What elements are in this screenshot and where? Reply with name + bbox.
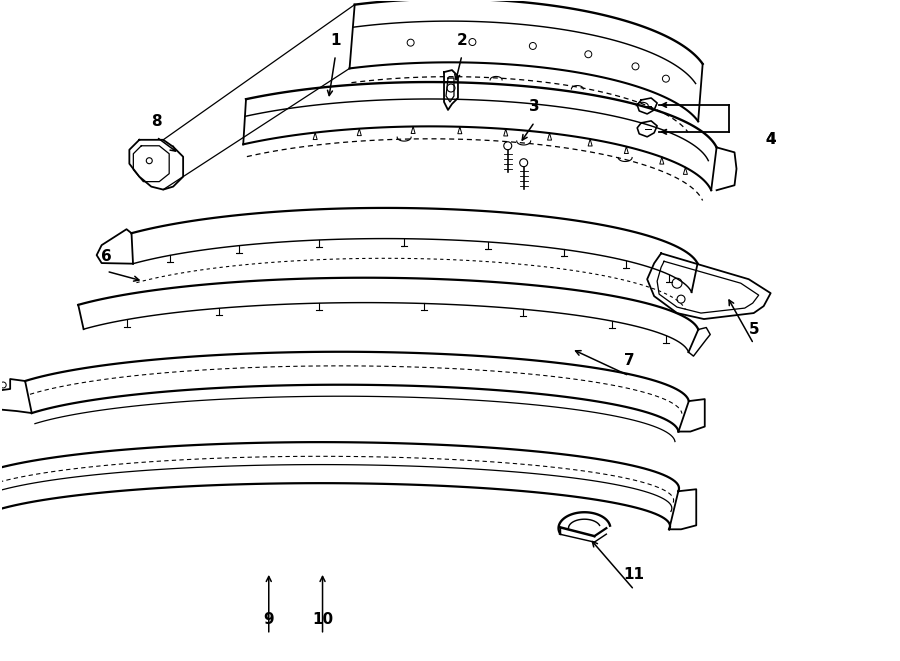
Text: 4: 4 bbox=[765, 132, 776, 147]
Text: 8: 8 bbox=[151, 114, 162, 130]
Text: 10: 10 bbox=[312, 612, 333, 627]
Text: 6: 6 bbox=[101, 249, 112, 264]
Text: 9: 9 bbox=[264, 612, 274, 627]
Circle shape bbox=[519, 159, 527, 167]
Text: 5: 5 bbox=[749, 321, 759, 336]
Text: 1: 1 bbox=[330, 33, 341, 48]
Text: 7: 7 bbox=[624, 354, 634, 368]
Circle shape bbox=[504, 142, 512, 150]
Text: 3: 3 bbox=[529, 99, 540, 114]
Text: 4: 4 bbox=[765, 132, 776, 147]
Text: 11: 11 bbox=[624, 567, 644, 582]
Text: 2: 2 bbox=[456, 33, 467, 48]
